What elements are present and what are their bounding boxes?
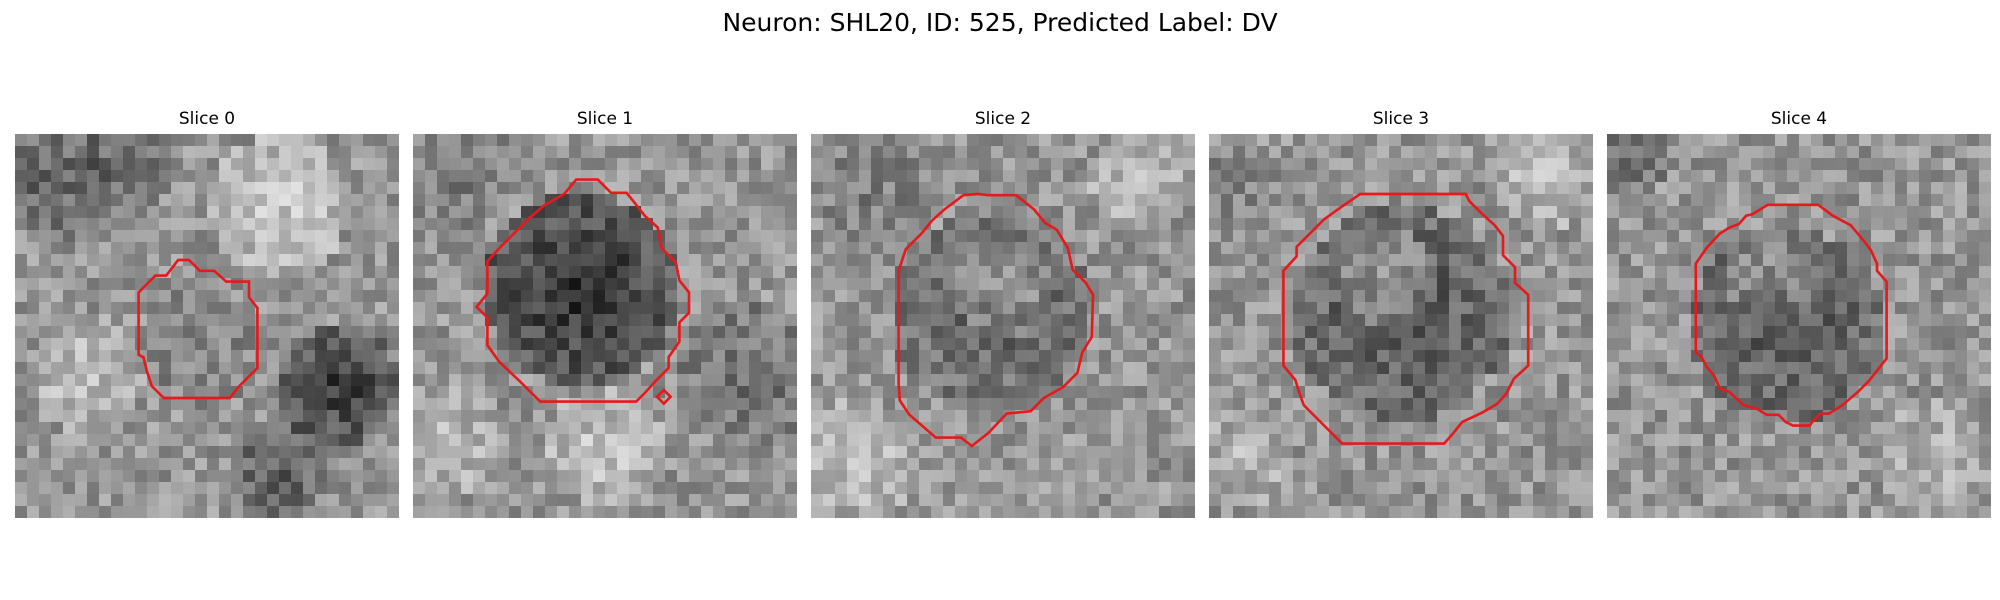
figure-title: Neuron: SHL20, ID: 525, Predicted Label:… [722, 8, 1278, 37]
slice-image-4 [1607, 134, 1991, 518]
slice-title-2: Slice 2 [974, 109, 1032, 129]
grayscale-microscopy-image [1607, 134, 1991, 518]
slice-image-1 [413, 134, 797, 518]
slice-panel-1: Slice 1 [413, 108, 797, 518]
slice-panel-0: Slice 0 [15, 108, 399, 518]
roi-contour-fragment [655, 388, 673, 406]
slice-panel-3: Slice 3 [1209, 108, 1593, 518]
roi-contour [897, 192, 1095, 448]
grayscale-microscopy-image [413, 134, 797, 518]
slice-title-0: Slice 0 [178, 109, 236, 129]
slice-image-0 [15, 134, 399, 518]
slice-title-3: Slice 3 [1372, 109, 1430, 129]
grayscale-microscopy-image [1209, 134, 1593, 518]
roi-contour [137, 258, 259, 400]
grayscale-microscopy-image [811, 134, 1195, 518]
slice-title-1: Slice 1 [576, 109, 634, 129]
roi-contour [1282, 192, 1530, 445]
slice-image-2 [811, 134, 1195, 518]
slice-title-4: Slice 4 [1770, 109, 1828, 129]
roi-contour [1694, 203, 1888, 427]
slice-panel-2: Slice 2 [811, 108, 1195, 518]
roi-contour [474, 178, 691, 403]
grayscale-microscopy-image [15, 134, 399, 518]
slice-image-3 [1209, 134, 1593, 518]
slice-panel-4: Slice 4 [1607, 108, 1991, 518]
